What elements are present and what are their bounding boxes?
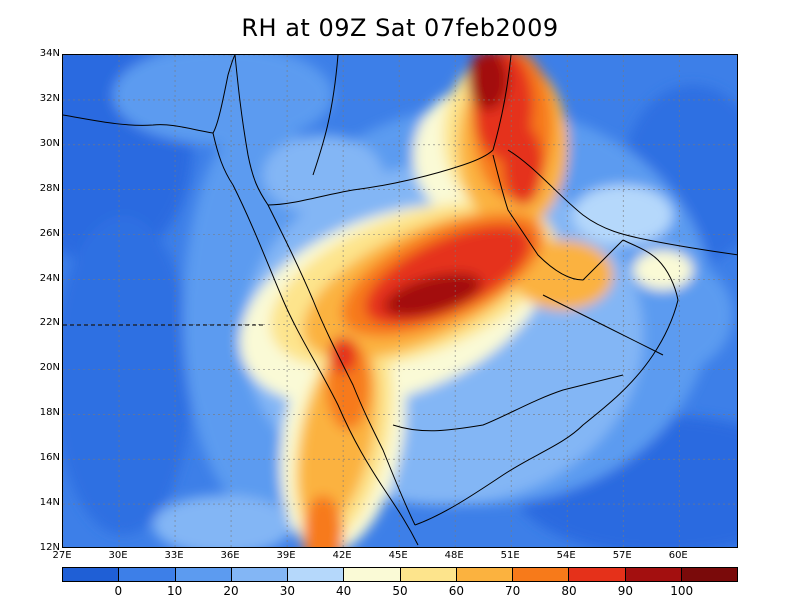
colorbar-segment — [119, 568, 176, 581]
colorbar-label: 50 — [392, 584, 408, 598]
colorbar-label: 20 — [223, 584, 239, 598]
longitude-tick-label: 36E — [220, 550, 240, 561]
latitude-tick-label: 26N — [39, 227, 60, 239]
latitude-tick-label: 16N — [39, 452, 60, 464]
colorbar-segment — [400, 568, 457, 581]
colorbar-label: 30 — [279, 584, 295, 598]
longitude-tick-label: 30E — [108, 550, 128, 561]
colorbar-label: 90 — [617, 584, 633, 598]
colorbar-segment — [175, 568, 232, 581]
longitude-tick-label: 42E — [332, 550, 352, 561]
colorbar-segment — [456, 568, 513, 581]
colorbar-label: 100 — [670, 584, 694, 598]
colorbar-label: 40 — [336, 584, 352, 598]
latitude-tick-label: 12N — [39, 542, 60, 553]
longitude-tick-label: 39E — [276, 550, 296, 561]
colorbar-segment — [569, 568, 626, 581]
coastlines-and-borders — [63, 55, 737, 546]
colorbar-segment — [288, 568, 345, 581]
colorbar-segment — [63, 568, 120, 581]
latitude-tick-label: 32N — [39, 92, 60, 104]
colorbar-label: 60 — [448, 584, 464, 598]
latitude-tick-label: 18N — [39, 407, 60, 419]
rh-field-contours — [63, 55, 737, 547]
colorbar-label: 10 — [167, 584, 183, 598]
chart-title: RH at 09Z Sat 07feb2009 — [241, 14, 559, 42]
longitude-tick-label: 48E — [444, 550, 464, 561]
latitude-tick-label: 28N — [39, 182, 60, 194]
longitude-tick-label: 27E — [52, 550, 72, 561]
longitude-tick-label: 51E — [500, 550, 520, 561]
longitude-tick-label: 60E — [668, 550, 688, 561]
longitude-tick-label: 33E — [164, 550, 184, 561]
latitude-tick-label: 20N — [39, 362, 60, 374]
colorbar-segment — [681, 568, 737, 581]
map-svg — [63, 55, 737, 547]
colorbar-segment — [513, 568, 570, 581]
latitude-tick-label: 22N — [39, 317, 60, 329]
colorbar-segment — [231, 568, 288, 581]
colorbar-label: 0 — [114, 584, 123, 598]
map-plot-area — [62, 54, 738, 548]
latitude-tick-label: 34N — [39, 48, 60, 59]
latitude-tick-label: 30N — [39, 137, 60, 149]
longitude-tick-label: 57E — [612, 550, 632, 561]
grid-lines — [63, 55, 737, 547]
colorbar-label: 80 — [561, 584, 577, 598]
colorbar-segment — [344, 568, 401, 581]
latitude-tick-label: 24N — [39, 272, 60, 284]
colorbar — [62, 567, 738, 582]
colorbar-label: 70 — [505, 584, 521, 598]
colorbar-segment — [625, 568, 682, 581]
longitude-tick-label: 45E — [388, 550, 408, 561]
latitude-tick-label: 14N — [39, 497, 60, 509]
longitude-tick-label: 54E — [556, 550, 576, 561]
